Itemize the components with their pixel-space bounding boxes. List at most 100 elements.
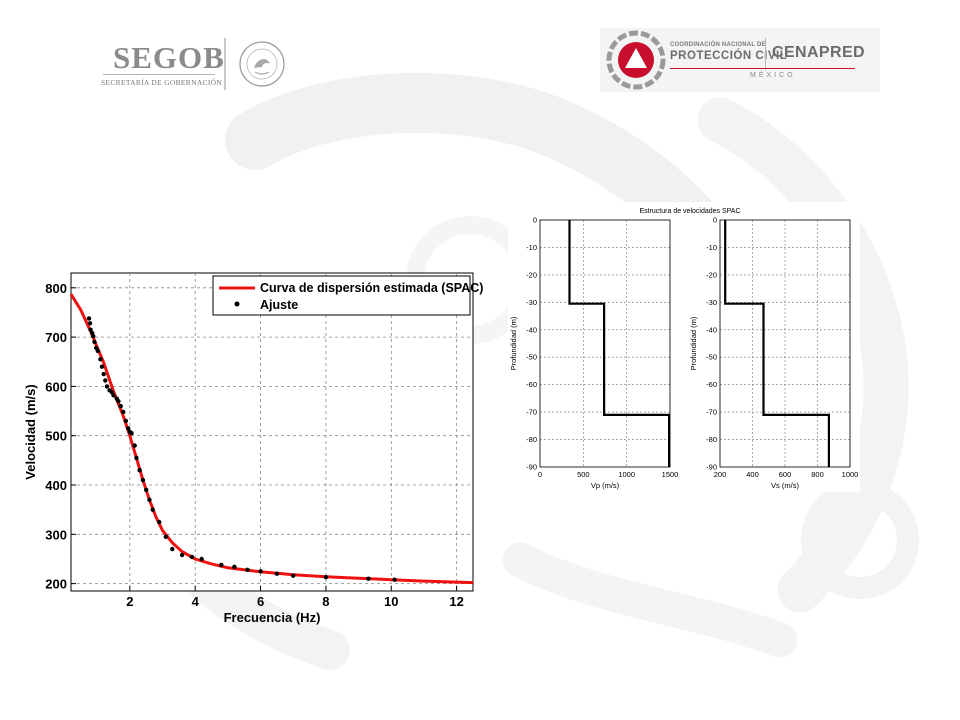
velocity-structure-background xyxy=(508,202,860,492)
cnpc-line1: COORDINACIÓN NACIONAL DE xyxy=(670,42,766,48)
velocity-tick-label: 1000 xyxy=(618,470,635,479)
mexico-label: MÉXICO xyxy=(750,72,796,79)
velocity-tick-label: 400 xyxy=(746,470,759,479)
fit-point xyxy=(157,519,162,525)
legend-points-label: Ajuste xyxy=(260,298,298,312)
legend-box xyxy=(212,275,471,316)
cnpc-divider xyxy=(765,38,766,70)
x-tick-label: 12 xyxy=(449,594,463,609)
fit-point xyxy=(323,575,329,580)
fit-point xyxy=(140,477,146,483)
fit-point xyxy=(104,384,110,389)
depth-tick-label: -60 xyxy=(526,380,537,389)
velocity-profile-line xyxy=(724,220,830,467)
fit-point xyxy=(129,431,134,436)
depth-tick-label: -10 xyxy=(526,243,537,252)
velocity-tick-label: 200 xyxy=(714,470,727,479)
fit-point xyxy=(123,418,129,424)
vp-panel: 0-10-20-30-40-50-60-70-80-900 500 1000 1500… xyxy=(509,216,678,491)
y-tick-label: 800 xyxy=(45,281,67,296)
fit-point xyxy=(147,497,152,502)
y-tick-label: 500 xyxy=(45,429,67,444)
fit-point xyxy=(87,321,93,326)
velocity-tick-label: 600 xyxy=(779,470,792,479)
y-tick-label: 600 xyxy=(45,379,67,394)
depth-tick-label: -30 xyxy=(706,298,717,307)
x-tick-label: 2 xyxy=(126,594,133,609)
segob-wordmark: SEGOB xyxy=(113,40,225,75)
fit-point xyxy=(258,569,263,574)
fit-point xyxy=(121,409,126,415)
segob-underline xyxy=(103,74,215,75)
fit-point xyxy=(170,546,175,552)
dispersion-plot-area xyxy=(70,272,474,592)
depth-tick-label: -10 xyxy=(706,243,717,252)
profile-x-axis-label: Vs (m/s) xyxy=(771,481,799,490)
cenapred-rule xyxy=(670,68,855,69)
dispersion-x-axis-label: Frecuencia (Hz) xyxy=(224,610,321,625)
fit-point xyxy=(132,443,137,448)
fit-point xyxy=(219,562,224,568)
depth-tick-label: -40 xyxy=(706,325,717,334)
legend-curve-label: Curva de dispersión estimada (SPAC) xyxy=(260,281,483,295)
fit-point xyxy=(179,552,185,558)
velocity-tick-label: 0 xyxy=(538,470,542,479)
profile-frame xyxy=(539,219,671,468)
dispersion-y-axis-label: Velocidad (m/s) xyxy=(23,384,38,479)
velocity-structure-title: Estructura de velocidades SPAC xyxy=(639,208,740,215)
x-tick-label: 6 xyxy=(257,594,264,609)
fit-point xyxy=(392,577,397,582)
y-tick-label: 400 xyxy=(45,478,67,493)
fit-point xyxy=(101,371,106,377)
y-tick-label: 300 xyxy=(45,527,67,542)
profile-y-axis-label: Profundidad (m) xyxy=(689,316,698,370)
depth-tick-label: 0 xyxy=(533,216,537,225)
velocity-tick-label: 500 xyxy=(577,470,590,479)
velocity-structure-figure: Estructura de velocidades SPAC 0 -10 -20 -3… xyxy=(508,202,860,492)
fit-point xyxy=(245,567,250,572)
profile-x-axis-label: Vp (m/s) xyxy=(591,481,620,490)
cnpc-line2: PROTECCIÓN CIVIL xyxy=(670,50,788,62)
y-tick-label: 200 xyxy=(45,577,67,592)
fit-point xyxy=(103,378,108,383)
fit-point xyxy=(111,393,116,398)
x-tick-label: 10 xyxy=(384,594,398,609)
fit-point xyxy=(232,564,237,569)
x-tick-label: 4 xyxy=(192,594,200,609)
depth-tick-label: -60 xyxy=(706,380,717,389)
y-tick-label: 700 xyxy=(45,330,67,345)
fit-point xyxy=(150,507,155,512)
depth-tick-label: -90 xyxy=(526,463,537,472)
fit-point xyxy=(95,348,101,354)
depth-tick-label: -80 xyxy=(526,435,537,444)
dispersion-series xyxy=(69,293,474,585)
legend-points-swatch xyxy=(234,301,240,307)
depth-tick-label: -40 xyxy=(526,325,537,334)
depth-tick-label: -50 xyxy=(706,353,717,362)
mexico-seal-icon xyxy=(239,41,285,87)
depth-tick-label: -20 xyxy=(526,270,537,279)
dispersion-y-ticks: 200 300 400 500 600 700 800 xyxy=(45,281,76,592)
fit-point xyxy=(134,455,139,461)
fit-point xyxy=(86,316,92,321)
x-tick-label: 8 xyxy=(322,594,329,609)
fit-point xyxy=(366,576,371,581)
depth-tick-label: -30 xyxy=(526,298,537,307)
fit-point xyxy=(118,403,123,409)
velocity-tick-label: 800 xyxy=(811,470,824,479)
cenapred-wordmark: CENAPRED xyxy=(772,44,865,61)
fit-point xyxy=(137,468,142,473)
velocity-profile-line xyxy=(568,220,671,467)
fit-point xyxy=(98,357,103,362)
fit-point xyxy=(91,333,96,339)
velocity-tick-label: 1000 xyxy=(842,470,859,479)
depth-tick-label: -50 xyxy=(526,353,537,362)
depth-tick-label: 0 xyxy=(713,216,717,225)
fit-point xyxy=(92,339,97,345)
velocity-tick-label: 1500 xyxy=(662,470,679,479)
profile-y-axis-label: Profundidad (m) xyxy=(509,316,518,370)
fit-point xyxy=(291,573,296,578)
fit-point xyxy=(116,399,121,404)
